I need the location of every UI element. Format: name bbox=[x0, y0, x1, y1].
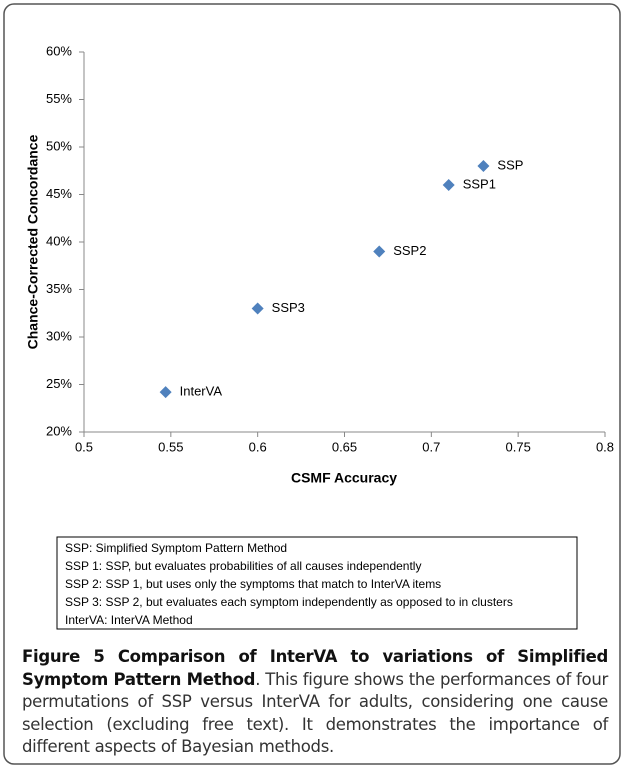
x-tick-label: 0.75 bbox=[506, 439, 531, 454]
point-label: SSP bbox=[497, 157, 523, 172]
note: SSP 3: SSP 2, but evaluates each symptom… bbox=[65, 595, 513, 609]
note: SSP 2: SSP 1, but uses only the symptoms… bbox=[65, 577, 441, 591]
x-tick-label: 0.5 bbox=[75, 439, 93, 454]
notes-box bbox=[56, 536, 578, 630]
x-tick-label: 0.65 bbox=[332, 439, 357, 454]
point bbox=[373, 245, 386, 258]
note: SSP 1: SSP, but evaluates probabilities … bbox=[65, 559, 421, 573]
y-tick-label: 30% bbox=[46, 328, 72, 343]
y-tick-label: 40% bbox=[46, 233, 72, 248]
y-tick-label: 55% bbox=[46, 91, 72, 106]
point bbox=[442, 179, 455, 191]
y-tick-label: 35% bbox=[46, 281, 72, 296]
point-label: SSP1 bbox=[463, 176, 496, 191]
x-axis-title: CSMF Accuracy bbox=[291, 470, 397, 486]
y-tick-label: 25% bbox=[46, 376, 72, 391]
y-tick-label: 45% bbox=[46, 186, 72, 201]
y-tick-label: 60% bbox=[46, 43, 72, 58]
caption-title: Figure 5 Comparison of InterVA to variat… bbox=[22, 647, 608, 689]
point bbox=[477, 160, 490, 172]
point-label: InterVA bbox=[180, 384, 223, 399]
caption: Figure 5 Comparison of InterVA to variat… bbox=[22, 646, 608, 759]
y-tick-label: 20% bbox=[46, 423, 72, 438]
x-tick-label: 0.7 bbox=[422, 439, 440, 454]
x-tick-label: 0.8 bbox=[596, 439, 614, 454]
note: SSP: Simplified Symptom Pattern Method bbox=[65, 541, 287, 555]
caption-text: . This figure shows the performances of … bbox=[22, 669, 608, 757]
note: InterVA: InterVA Method bbox=[65, 613, 193, 627]
point-label: SSP2 bbox=[393, 243, 426, 258]
point-label: SSP3 bbox=[272, 300, 305, 315]
y-axis-title: Chance-Corrected Concordance bbox=[25, 134, 41, 349]
point bbox=[159, 386, 172, 399]
point bbox=[251, 302, 264, 315]
x-tick-label: 0.55 bbox=[158, 439, 183, 454]
y-tick-label: 50% bbox=[46, 138, 72, 153]
x-tick-label: 0.6 bbox=[249, 439, 267, 454]
frame bbox=[3, 3, 621, 765]
